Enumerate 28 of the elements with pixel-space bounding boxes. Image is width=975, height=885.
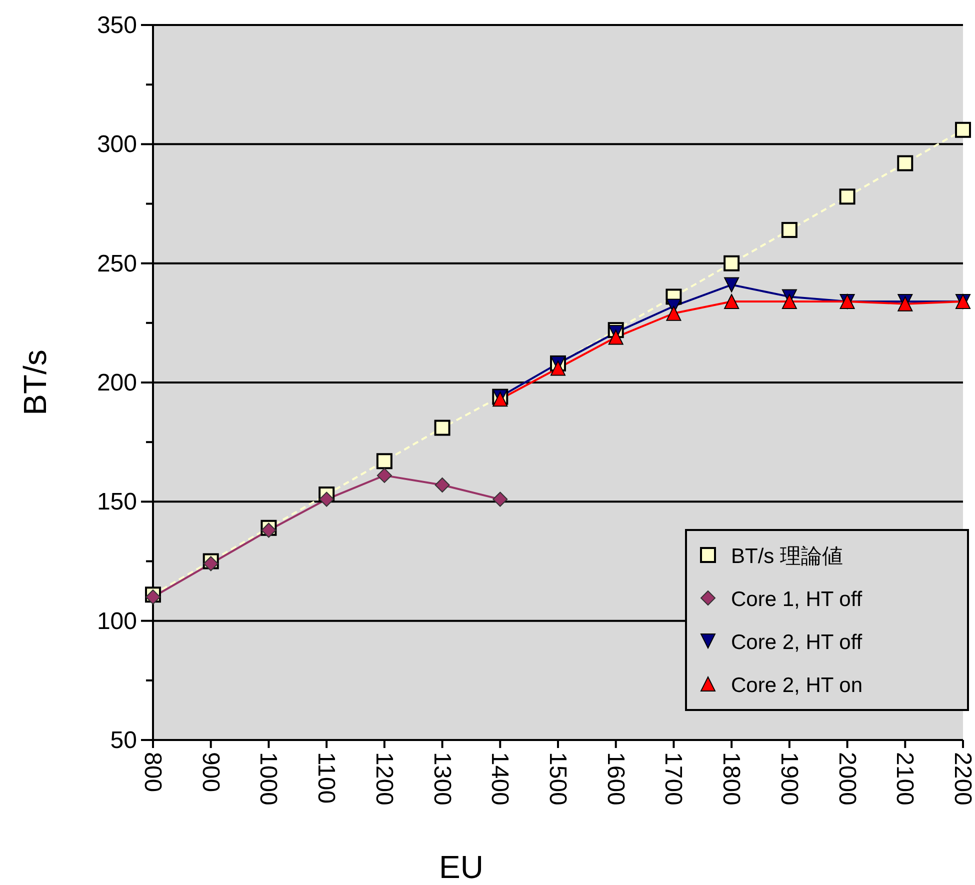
x-tick-label: 1500 [544,752,571,806]
x-tick-label: 1000 [254,752,282,806]
y-tick-label: 100 [96,608,137,635]
x-tick-label: 1200 [370,752,398,806]
x-tick-label: 1700 [660,752,687,806]
y-tick-label: 150 [96,488,137,516]
y-tick-label: 50 [110,727,137,754]
x-tick-label: 1900 [775,752,802,806]
x-tick-label: 1600 [602,752,629,806]
x-tick-label: 800 [139,752,166,792]
legend-label: BT/s 理論値 [731,545,844,568]
x-tick-label: 1400 [486,752,514,806]
x-tick-label: 1300 [428,752,456,806]
y-tick-label: 350 [96,12,137,39]
x-tick-label: 2100 [891,752,918,806]
x-axis-title: EU [438,849,484,885]
x-tick-label: 2200 [949,752,975,806]
y-tick-label: 250 [96,250,137,278]
legend-label: Core 1, HT off [731,588,862,611]
legend-label: Core 2, HT off [731,631,862,654]
x-tick-label: 1800 [718,752,745,806]
x-tick-label: 900 [196,752,224,792]
y-axis-title: BT/s [17,350,53,416]
y-tick-label: 300 [96,131,137,158]
x-tick-label: 1100 [312,752,340,804]
y-tick-label: 200 [96,370,137,396]
x-tick-label: 2000 [833,752,860,806]
legend-label: Core 2, HT on [731,674,863,697]
